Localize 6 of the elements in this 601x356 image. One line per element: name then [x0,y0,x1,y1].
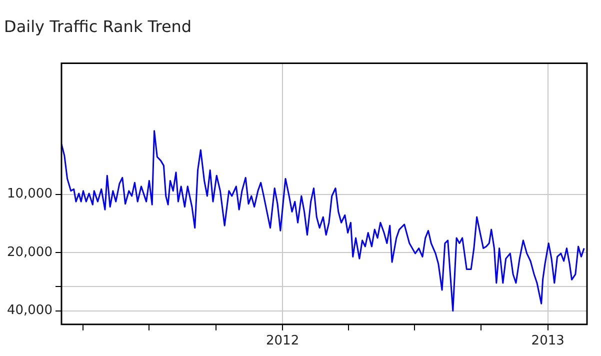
y-tick-label: 20,000 [6,244,52,260]
y-tick-label: 40,000 [6,303,52,318]
x-tick-label: 2012 [266,334,300,349]
x-tick-label: 2013 [531,334,564,349]
chart-title: Daily Traffic Rank Trend [4,16,192,36]
y-tick-label: 10,000 [6,186,52,202]
